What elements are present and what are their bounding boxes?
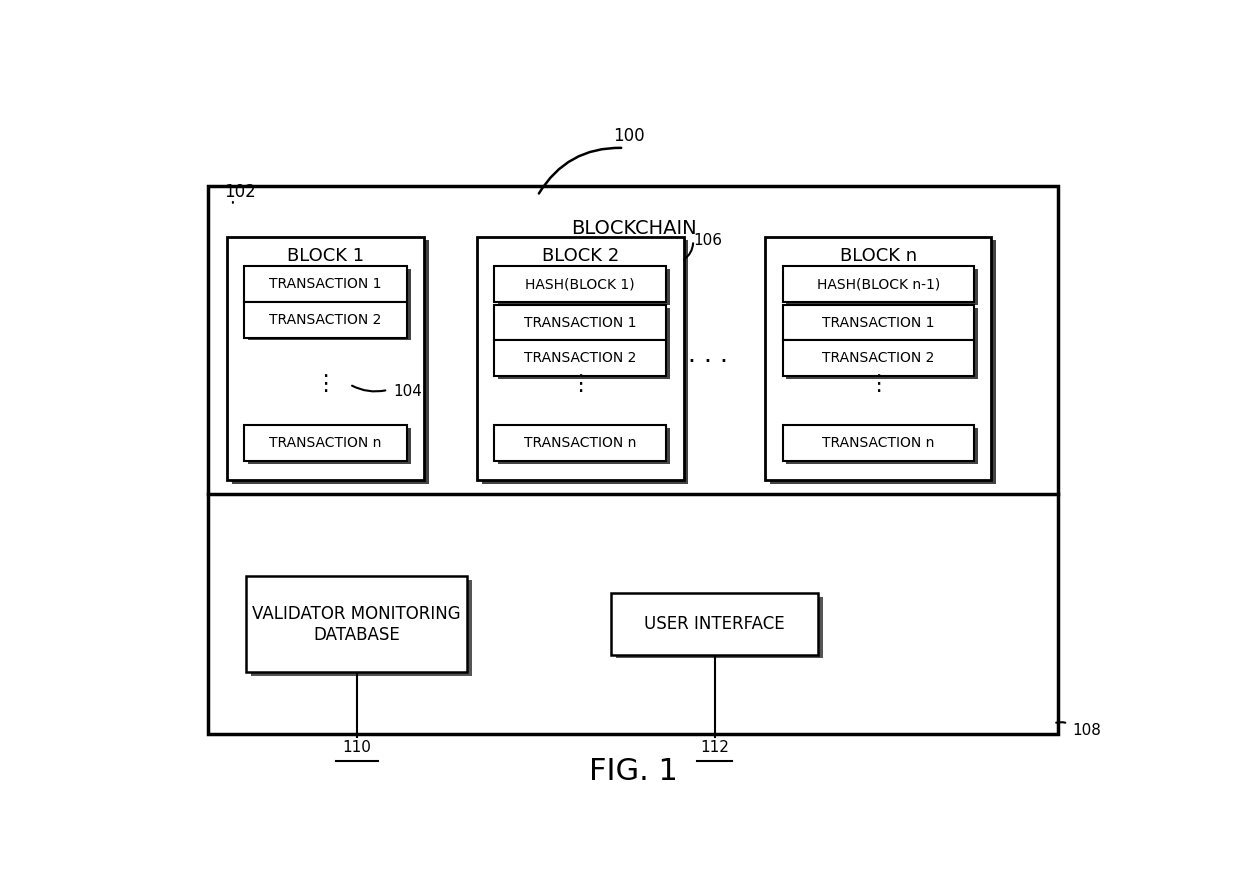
Bar: [782, 341, 973, 376]
Text: BLOCK 1: BLOCK 1: [286, 247, 365, 265]
Bar: [498, 428, 670, 464]
Text: BLOCKCHAIN: BLOCKCHAIN: [570, 219, 697, 239]
Text: TRANSACTION 1: TRANSACTION 1: [525, 316, 636, 329]
Text: HASH(BLOCK 1): HASH(BLOCK 1): [526, 278, 635, 291]
Text: TRANSACTION n: TRANSACTION n: [822, 436, 935, 450]
Text: FIG. 1: FIG. 1: [589, 757, 678, 786]
Bar: [244, 425, 407, 461]
Bar: [248, 305, 410, 341]
Bar: [616, 597, 823, 659]
Bar: [786, 428, 977, 464]
Bar: [498, 308, 670, 344]
Text: 100: 100: [613, 126, 645, 144]
Bar: [477, 237, 683, 481]
Text: HASH(BLOCK n-1): HASH(BLOCK n-1): [816, 278, 940, 291]
Text: 106: 106: [693, 233, 722, 248]
Bar: [250, 579, 472, 676]
Text: TRANSACTION 1: TRANSACTION 1: [269, 278, 382, 291]
Text: TRANSACTION n: TRANSACTION n: [269, 436, 382, 450]
Text: 110: 110: [342, 740, 371, 755]
Bar: [248, 269, 410, 305]
Text: BLOCK 2: BLOCK 2: [542, 247, 619, 265]
Text: . . .: . . .: [687, 343, 728, 367]
Text: TRANSACTION 2: TRANSACTION 2: [822, 352, 935, 365]
Bar: [498, 344, 670, 379]
Text: BLOCK n: BLOCK n: [839, 247, 916, 265]
Bar: [495, 341, 666, 376]
Bar: [244, 302, 407, 337]
Bar: [232, 240, 429, 483]
Text: 112: 112: [701, 740, 729, 755]
Bar: [247, 576, 467, 672]
Text: ⋮: ⋮: [867, 375, 889, 394]
Text: TRANSACTION 2: TRANSACTION 2: [525, 352, 636, 365]
Bar: [786, 308, 977, 344]
Bar: [244, 266, 407, 302]
Bar: [782, 266, 973, 302]
Bar: [786, 344, 977, 379]
Text: USER INTERFACE: USER INTERFACE: [645, 615, 785, 633]
Bar: [495, 266, 666, 302]
Text: ⋮: ⋮: [569, 375, 591, 394]
Bar: [227, 237, 424, 481]
Text: TRANSACTION n: TRANSACTION n: [525, 436, 636, 450]
Bar: [481, 240, 688, 483]
Bar: [498, 269, 670, 305]
Text: 104: 104: [393, 384, 422, 399]
Text: TRANSACTION 1: TRANSACTION 1: [822, 316, 935, 329]
Text: 102: 102: [224, 183, 255, 201]
Text: VALIDATOR MONITORING
DATABASE: VALIDATOR MONITORING DATABASE: [253, 605, 461, 643]
Bar: [770, 240, 996, 483]
Bar: [765, 237, 991, 481]
Text: ⋮: ⋮: [315, 375, 337, 394]
Bar: [248, 428, 410, 464]
Bar: [786, 269, 977, 305]
Bar: [782, 305, 973, 341]
Bar: [782, 425, 973, 461]
Bar: [495, 425, 666, 461]
Bar: [208, 186, 1058, 734]
Text: TRANSACTION 2: TRANSACTION 2: [269, 313, 382, 327]
Bar: [611, 594, 818, 655]
Text: 108: 108: [1073, 723, 1101, 738]
Bar: [495, 305, 666, 341]
